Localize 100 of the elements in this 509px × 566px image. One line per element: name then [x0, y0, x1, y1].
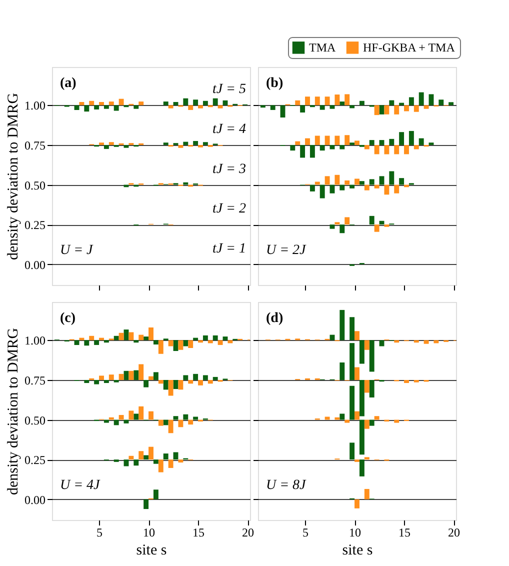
bar	[144, 499, 149, 510]
bar	[148, 411, 154, 420]
bar	[134, 340, 139, 343]
y-tick-label: 0.25	[24, 453, 46, 468]
bar	[183, 142, 188, 145]
bar	[168, 420, 174, 434]
bar	[153, 460, 158, 464]
bar	[340, 184, 345, 190]
bar	[374, 144, 380, 154]
y-tick-label: 0.75	[24, 373, 46, 388]
bar	[369, 140, 374, 145]
annotation: U = 4J	[60, 478, 101, 494]
annotation: tJ = 2	[212, 202, 246, 217]
bar	[434, 340, 439, 344]
bar	[379, 176, 384, 185]
bar	[424, 105, 429, 109]
bar	[324, 416, 330, 420]
bar	[218, 340, 223, 345]
bar	[364, 144, 370, 150]
bar	[389, 171, 394, 185]
bar	[118, 414, 124, 420]
bar	[183, 340, 188, 346]
bar	[379, 140, 384, 145]
legend-label: HF-GKBA + TMA	[363, 40, 456, 55]
bar	[404, 144, 409, 154]
bar	[340, 102, 345, 106]
bar	[168, 460, 174, 468]
bar	[424, 340, 429, 344]
bar	[344, 180, 350, 185]
bar	[310, 184, 315, 192]
x-tick-label: 5	[302, 526, 309, 540]
bar	[320, 184, 325, 198]
bar	[330, 105, 335, 109]
bar	[193, 140, 198, 145]
bar	[354, 367, 360, 380]
bar	[334, 136, 340, 145]
bar	[260, 105, 266, 108]
bar	[74, 340, 80, 345]
bar	[359, 460, 364, 476]
bar	[384, 144, 390, 154]
bar	[438, 100, 444, 106]
bar	[104, 380, 109, 383]
bar	[334, 417, 340, 420]
bar	[153, 372, 158, 380]
bar	[138, 364, 144, 380]
bar	[344, 217, 350, 225]
bar	[389, 138, 394, 145]
bar	[408, 130, 414, 145]
bar	[334, 94, 340, 106]
bar	[202, 335, 208, 340]
bar	[414, 380, 419, 382]
bar	[408, 97, 414, 106]
bar	[314, 96, 320, 106]
bar	[340, 310, 345, 340]
bar	[202, 142, 208, 145]
legend-label: TMA	[309, 40, 336, 55]
annotation: (a)	[60, 76, 77, 91]
bar	[104, 420, 109, 423]
bar	[354, 331, 360, 340]
bar	[183, 375, 188, 380]
bar	[202, 375, 208, 380]
bar	[300, 144, 306, 158]
bar	[350, 386, 355, 420]
annotation: U = 8J	[266, 478, 307, 494]
bar	[418, 92, 424, 106]
bar	[359, 420, 364, 455]
annotation: tJ = 3	[212, 162, 246, 177]
bar	[369, 179, 374, 185]
bar	[340, 362, 345, 380]
x-axis-title: site s	[342, 542, 373, 558]
bar	[384, 184, 390, 195]
x-tick-label: 10	[349, 526, 362, 540]
bar	[305, 138, 310, 145]
bar	[344, 420, 350, 423]
bar	[168, 380, 174, 396]
bar	[124, 330, 129, 340]
bar	[324, 96, 330, 106]
bar	[168, 105, 174, 108]
bar	[178, 380, 184, 390]
bar	[183, 98, 188, 106]
bar	[114, 380, 119, 382]
bar	[364, 457, 370, 460]
bar	[208, 340, 213, 344]
bar	[369, 340, 374, 372]
bar	[228, 340, 233, 344]
y-tick-label: 0.50	[24, 413, 46, 428]
bar	[350, 343, 355, 380]
bar	[173, 380, 178, 390]
bar	[374, 416, 380, 420]
bar	[193, 374, 198, 380]
bar	[114, 105, 119, 111]
bar	[394, 184, 400, 194]
bar	[340, 414, 345, 420]
bar	[84, 340, 90, 346]
bar	[364, 340, 370, 350]
bar	[330, 224, 335, 229]
bar	[374, 224, 380, 232]
bar	[84, 380, 90, 383]
bar	[158, 420, 164, 426]
x-tick-label: 15	[192, 526, 205, 540]
